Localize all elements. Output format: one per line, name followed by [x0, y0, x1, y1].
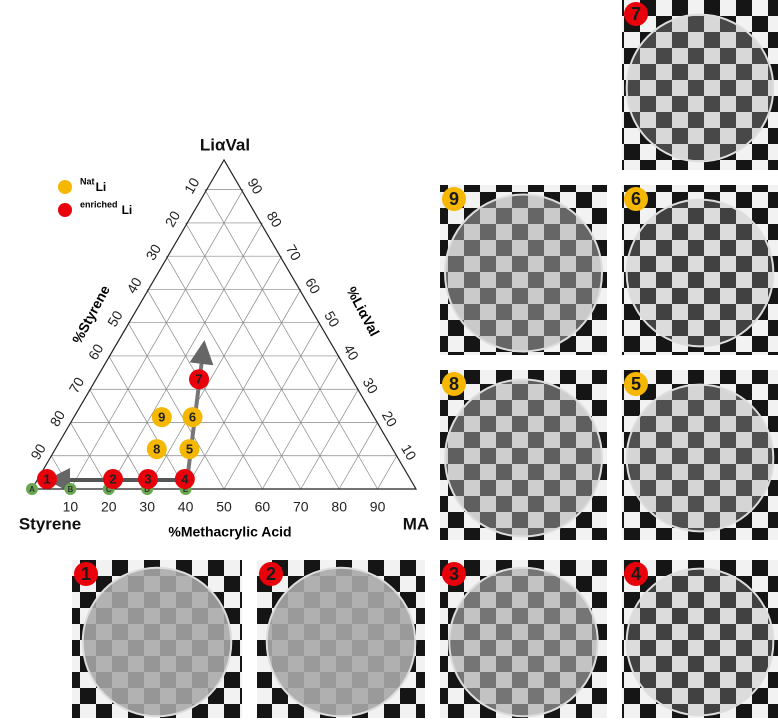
film-disc	[445, 380, 602, 537]
left-tick-label: 10	[181, 175, 203, 197]
sample-label: 9	[158, 410, 165, 425]
photo-label: 4	[631, 564, 641, 584]
film-disc	[627, 569, 774, 716]
film-disc	[627, 15, 774, 162]
legend-text: Li	[96, 180, 107, 194]
axis-title: %Methacrylic Acid	[168, 524, 291, 540]
right-tick-label: 10	[398, 441, 420, 463]
sample-label: 8	[153, 442, 160, 457]
photo: 6	[622, 185, 778, 355]
photo: 4	[622, 560, 778, 718]
photo: 1	[72, 560, 242, 718]
right-tick-label: 20	[379, 408, 401, 430]
vertex-label: Styrene	[19, 514, 81, 533]
left-tick-label: 20	[162, 208, 184, 230]
left-tick-label: 90	[27, 441, 49, 463]
legend-sup: Nat	[80, 176, 95, 186]
bottom-tick-label: 70	[293, 499, 309, 515]
right-tick-label: 60	[302, 275, 324, 297]
photo-label: 7	[631, 4, 641, 24]
photo-label: 2	[266, 564, 276, 584]
sample-label: 3	[144, 471, 151, 486]
bottom-tick-label: 40	[178, 499, 194, 515]
grid-line	[205, 190, 378, 489]
legend-marker	[58, 180, 72, 194]
grid-line	[378, 456, 397, 489]
legend-text: Li	[122, 203, 133, 217]
right-tick-label: 40	[341, 342, 363, 364]
photo: 3	[440, 560, 607, 718]
photo-label: 3	[449, 564, 459, 584]
photo: 2	[257, 560, 425, 718]
film-disc	[445, 195, 602, 352]
photo-label: 9	[449, 189, 459, 209]
ternary-grid	[51, 190, 397, 489]
axis-title: %LiαVal	[343, 284, 382, 339]
grid-line	[301, 389, 359, 489]
base-point-label: B	[68, 485, 74, 494]
axis-title: %Styrene	[69, 282, 113, 346]
right-tick-label: 70	[283, 242, 305, 264]
bottom-tick-label: 90	[370, 499, 386, 515]
right-tick-label: 80	[264, 209, 286, 231]
bottom-tick-label: 50	[216, 499, 232, 515]
right-tick-label: 30	[360, 375, 382, 397]
photo: 8	[440, 370, 607, 540]
bottom-tick-label: 10	[63, 499, 79, 515]
page: LiαVal Styrene MA %Methacrylic Acid %Sty…	[0, 0, 778, 723]
right-tick-label: 50	[321, 308, 343, 330]
vertex-label: MA	[403, 514, 429, 533]
vertex-label: LiαVal	[200, 135, 250, 154]
left-tick-label: 50	[104, 308, 126, 330]
sample-label: 4	[181, 471, 189, 486]
photo: 7	[622, 0, 778, 170]
film-disc	[83, 568, 232, 717]
right-tick-label: 90	[245, 175, 267, 197]
left-tick-label: 60	[85, 341, 107, 363]
bottom-tick-label: 60	[255, 499, 271, 515]
photo-label: 5	[631, 374, 641, 394]
photo-label: 6	[631, 189, 641, 209]
photo-label: 1	[81, 564, 91, 584]
grid-line	[224, 323, 320, 489]
legend-sup: enriched	[80, 199, 118, 209]
sample-label: 7	[195, 372, 202, 387]
sample-label: 5	[186, 442, 193, 457]
left-tick-label: 80	[46, 408, 68, 430]
photo: 9	[440, 185, 607, 355]
grid-line	[147, 256, 281, 489]
film-disc	[267, 568, 416, 717]
sample-label: 6	[189, 410, 196, 425]
left-tick-label: 70	[66, 374, 88, 396]
sample-label: 2	[109, 471, 116, 486]
base-point-label: A	[29, 485, 35, 494]
sample-label: 1	[43, 471, 50, 486]
film-disc	[627, 200, 774, 347]
photo: 5	[622, 370, 778, 540]
grid-line	[128, 323, 224, 489]
legend-marker	[58, 203, 72, 217]
bottom-tick-label: 30	[139, 499, 155, 515]
left-tick-label: 30	[142, 241, 164, 263]
bottom-tick-label: 80	[331, 499, 347, 515]
film-disc	[449, 568, 598, 717]
figure: LiαVal Styrene MA %Methacrylic Acid %Sty…	[0, 0, 778, 718]
bottom-tick-label: 20	[101, 499, 117, 515]
photo-label: 8	[449, 374, 459, 394]
left-tick-label: 40	[123, 274, 145, 296]
film-disc	[627, 385, 774, 532]
